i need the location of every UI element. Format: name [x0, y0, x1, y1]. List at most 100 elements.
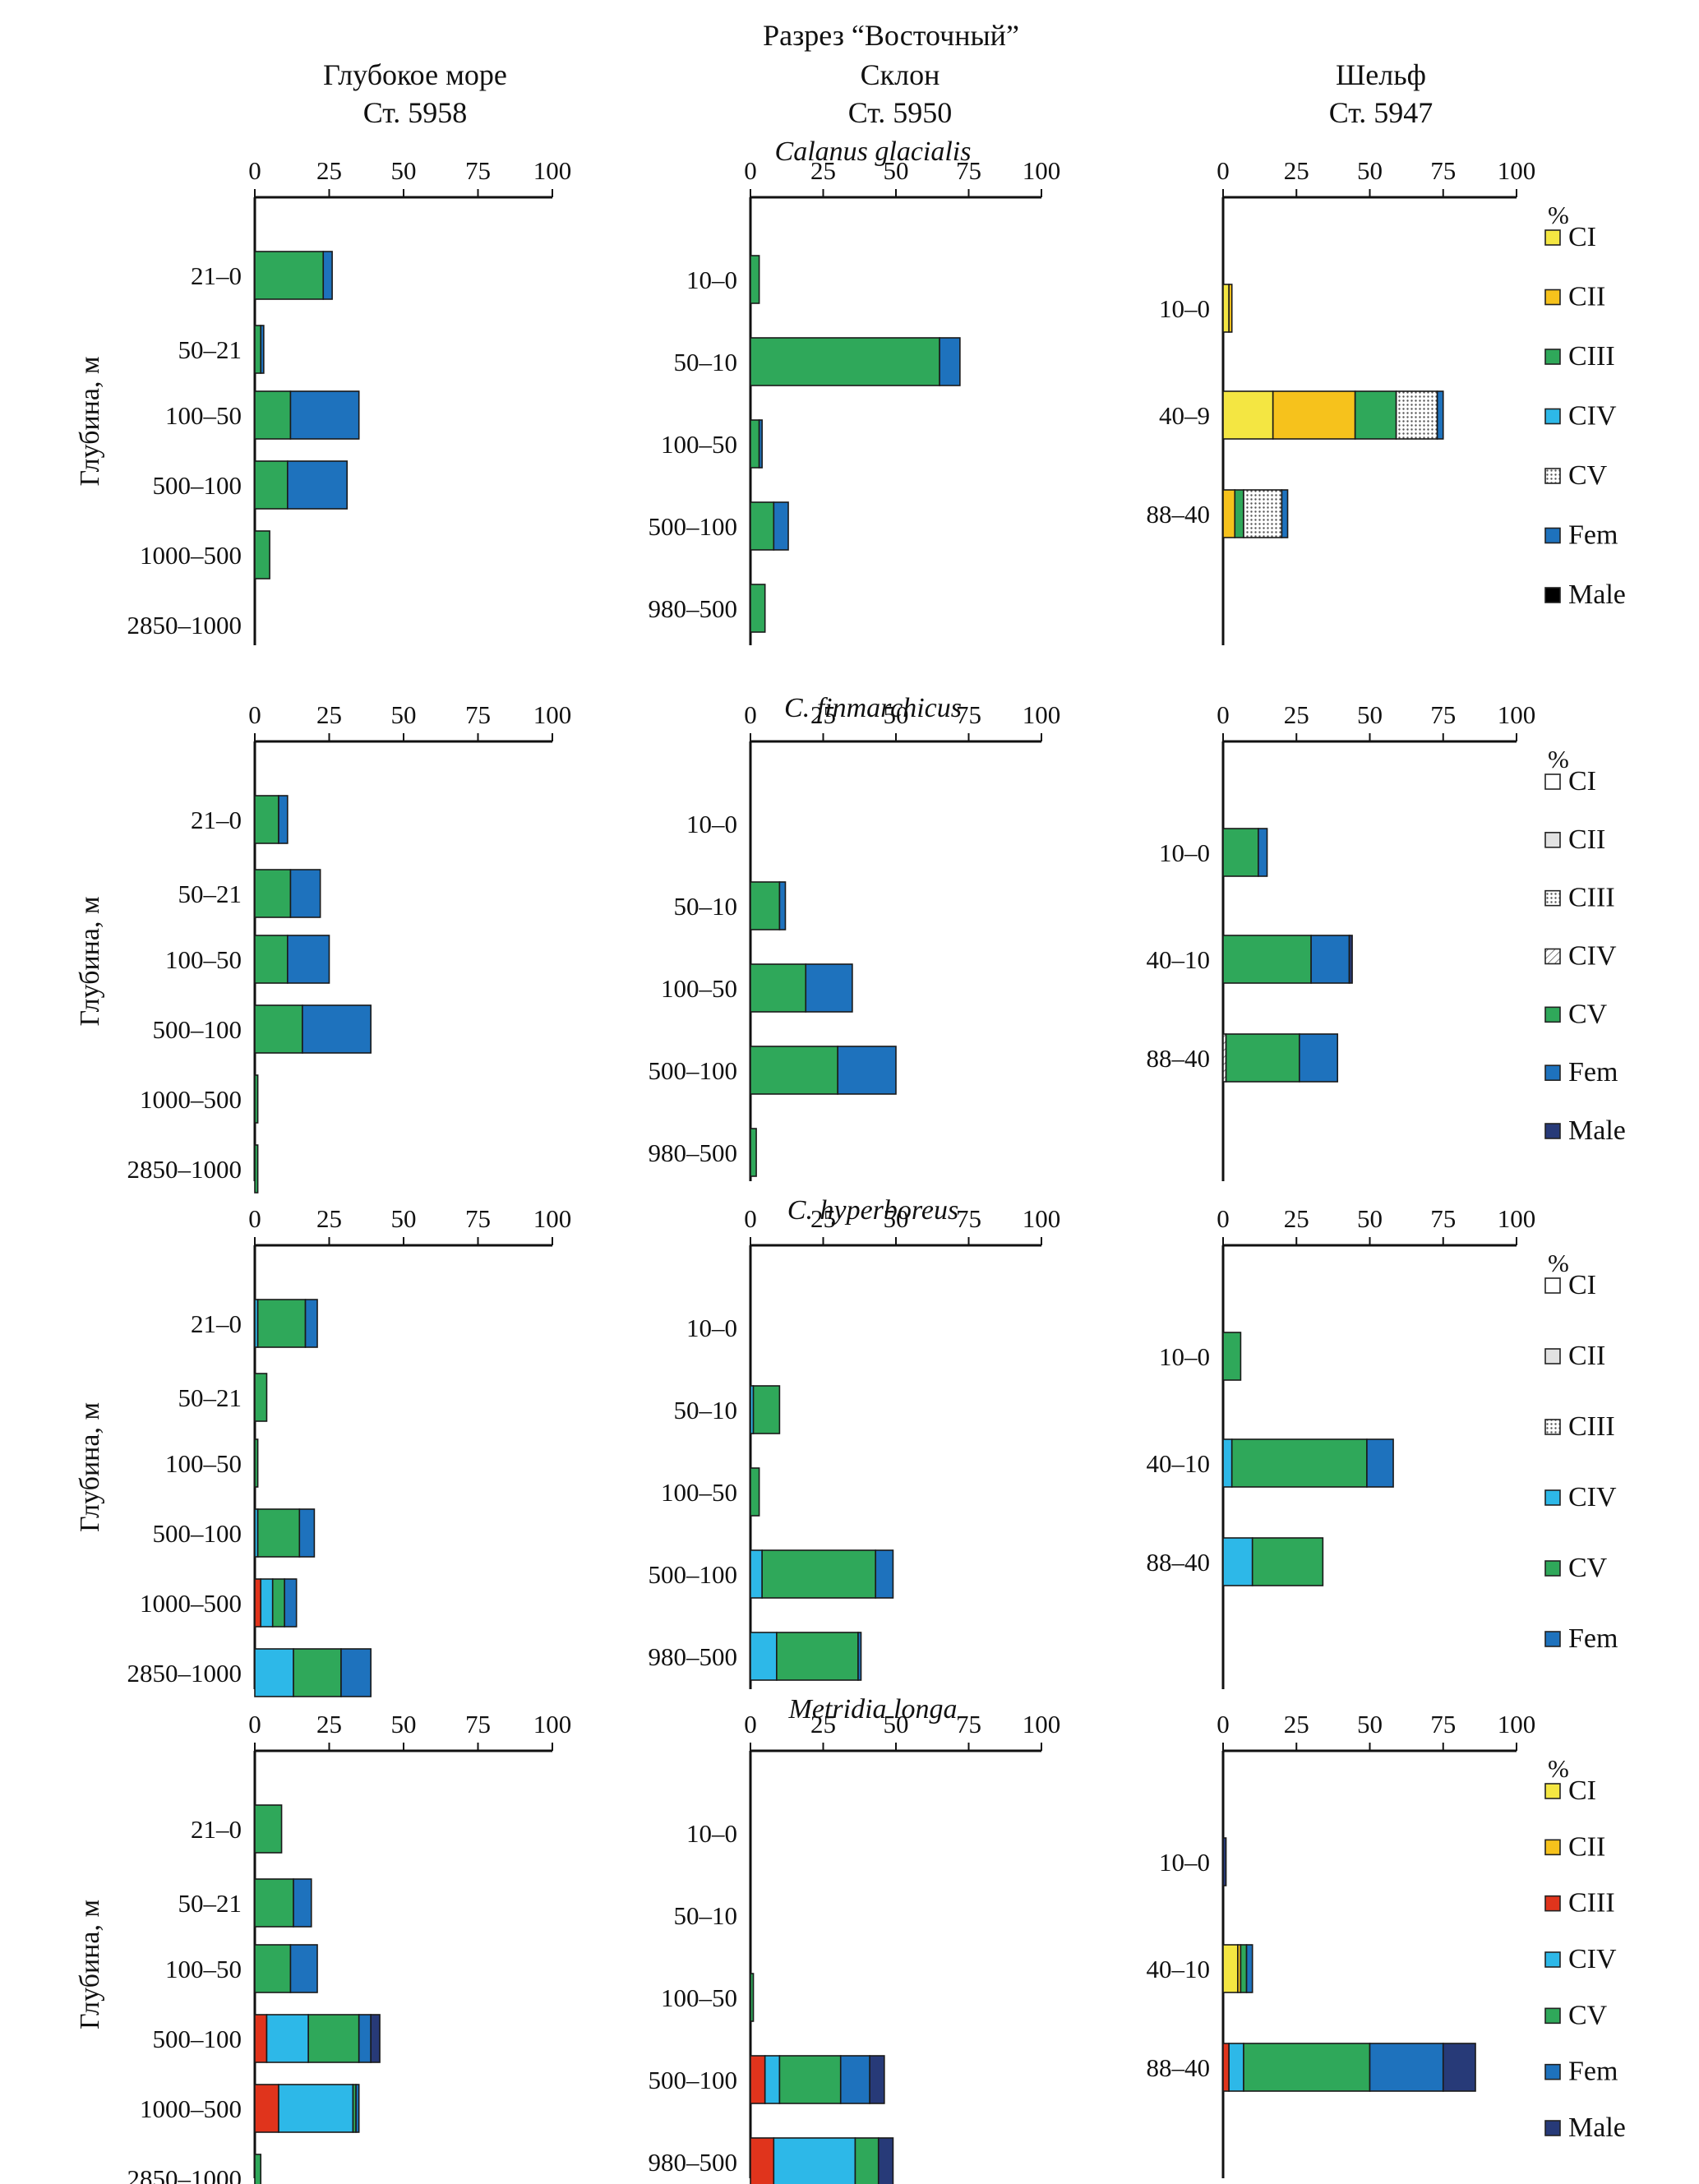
bar-segment: [750, 584, 766, 633]
bar-segment: [260, 325, 265, 374]
category-label: 40–9: [1159, 401, 1210, 430]
species-label: Metridia longa: [788, 1694, 958, 1725]
legend-swatch: [1544, 1783, 1561, 1799]
bar-segment: [370, 2014, 381, 2063]
bar-segment: [287, 460, 349, 510]
bar-segment: [750, 2055, 766, 2104]
legend-label: Fem: [1568, 520, 1618, 551]
bar-segment: [1222, 2043, 1230, 2092]
bar-segment: [355, 2084, 360, 2133]
bar-segment: [254, 530, 270, 579]
legend-label: Fem: [1568, 1057, 1618, 1087]
bar-segment: [1354, 390, 1397, 440]
bar-segment: [254, 869, 292, 918]
legend-label: CII: [1568, 282, 1605, 312]
category-label: 40–10: [1147, 1955, 1211, 1983]
x-tick-label: 0: [1217, 156, 1230, 185]
bar-segment: [1245, 1944, 1253, 1993]
legend-label: CV: [1568, 460, 1608, 491]
bar-segment: [750, 1128, 757, 1177]
species-label: Calanus glacialis: [775, 136, 972, 167]
legend-swatch: [1544, 289, 1561, 306]
species-label: C. hyperboreus: [787, 1195, 958, 1226]
bar-segment: [254, 1144, 259, 1194]
legend-swatch: [1544, 1123, 1561, 1139]
bar-segment: [358, 2014, 372, 2063]
x-tick-label: 75: [956, 1204, 981, 1233]
bar-segment: [1222, 1438, 1233, 1488]
x-tick-label: 0: [1217, 1204, 1230, 1233]
bar-segment: [254, 1004, 303, 1054]
x-tick-label: 0: [744, 1204, 757, 1233]
legend-label: CI: [1568, 766, 1596, 796]
x-tick-label: 0: [248, 156, 261, 185]
x-tick-label: 50: [391, 1710, 417, 1738]
x-tick-label: 25: [810, 1710, 836, 1738]
x-tick-label: 25: [1284, 1710, 1309, 1738]
x-tick-label: 100: [1498, 1710, 1536, 1738]
category-label: 10–0: [1159, 294, 1210, 323]
bar-segment: [1251, 1537, 1324, 1586]
bar-segment: [278, 795, 289, 844]
x-tick-label: 50: [884, 700, 909, 729]
x-tick-label: 75: [956, 1710, 981, 1738]
bar-segment: [322, 251, 333, 300]
bar-segment: [750, 419, 760, 469]
column-title-shelf: Шельф: [1335, 58, 1426, 91]
x-tick-label: 100: [1498, 1204, 1536, 1233]
category-label: 100–50: [661, 430, 737, 459]
legend-swatch: [1544, 1839, 1561, 1856]
category-label: 980–500: [649, 2148, 738, 2177]
legend-label: CIII: [1568, 883, 1615, 913]
bar-segment: [1369, 2043, 1444, 2092]
category-label: 1000–500: [140, 1085, 242, 1114]
legend-label: CIII: [1568, 1411, 1615, 1442]
category-label: 2850–1000: [127, 611, 242, 640]
x-tick-label: 100: [533, 1204, 572, 1233]
category-label: 10–0: [1159, 838, 1210, 867]
bar-segment: [764, 2055, 781, 2104]
bar-segment: [854, 2137, 880, 2184]
x-tick-label: 25: [316, 1710, 342, 1738]
category-label: 50–21: [178, 335, 242, 364]
category-label: 10–0: [686, 810, 737, 838]
x-tick-label: 50: [884, 156, 909, 185]
category-label: 100–50: [165, 401, 242, 430]
x-tick-label: 0: [744, 156, 757, 185]
x-tick-label: 25: [810, 700, 836, 729]
category-label: 100–50: [661, 1983, 737, 2012]
legend-swatch: [1544, 1951, 1561, 1968]
bar-segment: [284, 1578, 298, 1628]
category-label: 88–40: [1147, 1548, 1211, 1577]
legend-swatch: [1544, 408, 1561, 425]
legend-label: CIV: [1568, 941, 1617, 972]
legend-swatch: [1544, 2007, 1561, 2025]
bar-segment: [265, 2014, 309, 2063]
x-tick-label: 25: [1284, 700, 1309, 729]
category-label: 2850–1000: [127, 2164, 242, 2184]
legend-label: Male: [1568, 1115, 1626, 1146]
bar-segment: [1228, 284, 1233, 333]
bar-segment: [256, 1508, 301, 1558]
category-label: 10–0: [686, 1819, 737, 1848]
x-tick-label: 50: [391, 700, 417, 729]
x-tick-label: 0: [248, 1204, 261, 1233]
bar-segment: [1225, 1033, 1300, 1083]
category-label: 500–100: [649, 1560, 738, 1589]
unit-label: %: [1548, 201, 1569, 229]
bar-segment: [1228, 2043, 1244, 2092]
column-title-slope: Склон: [860, 58, 940, 91]
x-tick-label: 100: [533, 156, 572, 185]
bar-segment: [750, 255, 760, 304]
bar-segment: [750, 1046, 838, 1095]
category-label: 21–0: [191, 261, 242, 290]
bar-segment: [1222, 1537, 1253, 1586]
bar-segment: [340, 1648, 372, 1697]
category-label: 21–0: [191, 1309, 242, 1338]
x-tick-label: 50: [1357, 1204, 1383, 1233]
legend-swatch: [1544, 773, 1561, 790]
x-tick-label: 75: [465, 700, 491, 729]
legend-label: CIV: [1568, 401, 1617, 432]
bar-segment: [750, 1973, 755, 2022]
category-label: 1000–500: [140, 2094, 242, 2123]
